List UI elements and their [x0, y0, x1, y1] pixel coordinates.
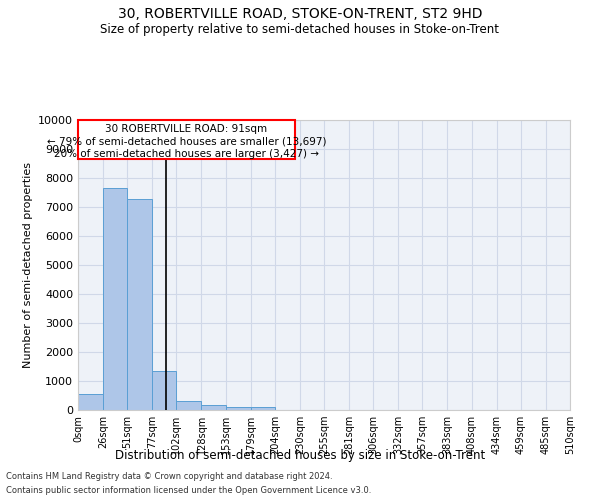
- Text: 30, ROBERTVILLE ROAD, STOKE-ON-TRENT, ST2 9HD: 30, ROBERTVILLE ROAD, STOKE-ON-TRENT, ST…: [118, 8, 482, 22]
- Bar: [202, 406, 226, 410]
- Text: 30 ROBERTVILLE ROAD: 91sqm: 30 ROBERTVILLE ROAD: 91sqm: [106, 124, 268, 134]
- FancyBboxPatch shape: [78, 120, 295, 159]
- Text: Contains HM Land Registry data © Crown copyright and database right 2024.: Contains HM Land Registry data © Crown c…: [6, 472, 332, 481]
- Y-axis label: Number of semi-detached properties: Number of semi-detached properties: [23, 162, 32, 368]
- Text: Distribution of semi-detached houses by size in Stoke-on-Trent: Distribution of semi-detached houses by …: [115, 448, 485, 462]
- Bar: [176, 401, 202, 410]
- Bar: [251, 407, 275, 410]
- Bar: [103, 188, 127, 410]
- Bar: [152, 370, 176, 410]
- Text: Size of property relative to semi-detached houses in Stoke-on-Trent: Size of property relative to semi-detach…: [101, 22, 499, 36]
- Text: Contains public sector information licensed under the Open Government Licence v3: Contains public sector information licen…: [6, 486, 371, 495]
- Text: 20% of semi-detached houses are larger (3,427) →: 20% of semi-detached houses are larger (…: [54, 148, 319, 158]
- Bar: [127, 199, 152, 410]
- Bar: [226, 407, 251, 410]
- Text: ← 79% of semi-detached houses are smaller (13,697): ← 79% of semi-detached houses are smalle…: [47, 136, 326, 146]
- Bar: [78, 394, 103, 410]
